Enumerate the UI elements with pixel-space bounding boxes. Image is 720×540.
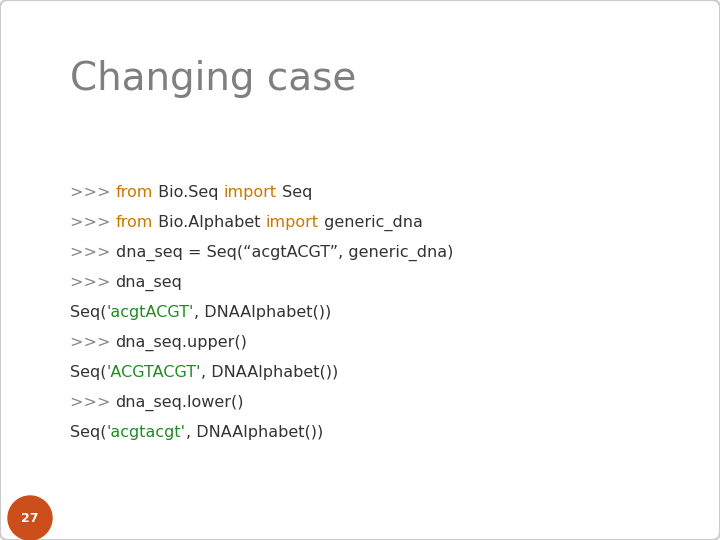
Text: >>>: >>> [70, 185, 116, 200]
Text: Bio.Alphabet: Bio.Alphabet [153, 215, 266, 230]
Text: 'acgtacgt': 'acgtacgt' [107, 425, 186, 440]
Text: 27: 27 [22, 511, 39, 524]
Text: generic_dna: generic_dna [319, 215, 423, 231]
Text: dna_seq: dna_seq [116, 275, 182, 291]
Text: import: import [224, 185, 276, 200]
Text: import: import [266, 215, 319, 230]
Text: , DNAAlphabet()): , DNAAlphabet()) [186, 425, 323, 440]
Text: >>>: >>> [70, 245, 116, 260]
Text: >>>: >>> [70, 215, 116, 230]
Text: 'acgtACGT': 'acgtACGT' [107, 305, 194, 320]
Text: dna_seq.upper(): dna_seq.upper() [116, 335, 248, 351]
Circle shape [8, 496, 52, 540]
Text: Seq(: Seq( [70, 305, 107, 320]
Text: from: from [116, 185, 153, 200]
Text: 'ACGTACGT': 'ACGTACGT' [107, 365, 201, 380]
Text: Seq: Seq [276, 185, 312, 200]
Text: >>>: >>> [70, 335, 116, 350]
Text: , DNAAlphabet()): , DNAAlphabet()) [201, 365, 338, 380]
Text: Bio.Seq: Bio.Seq [153, 185, 224, 200]
Text: from: from [116, 215, 153, 230]
Text: >>>: >>> [70, 275, 116, 290]
Text: Changing case: Changing case [70, 60, 356, 98]
Text: , DNAAlphabet()): , DNAAlphabet()) [194, 305, 331, 320]
Text: dna_seq.lower(): dna_seq.lower() [116, 395, 244, 411]
Text: Seq(: Seq( [70, 425, 107, 440]
Text: dna_seq = Seq(“acgtACGT”, generic_dna): dna_seq = Seq(“acgtACGT”, generic_dna) [116, 245, 453, 261]
Text: Seq(: Seq( [70, 365, 107, 380]
Text: >>>: >>> [70, 395, 116, 410]
